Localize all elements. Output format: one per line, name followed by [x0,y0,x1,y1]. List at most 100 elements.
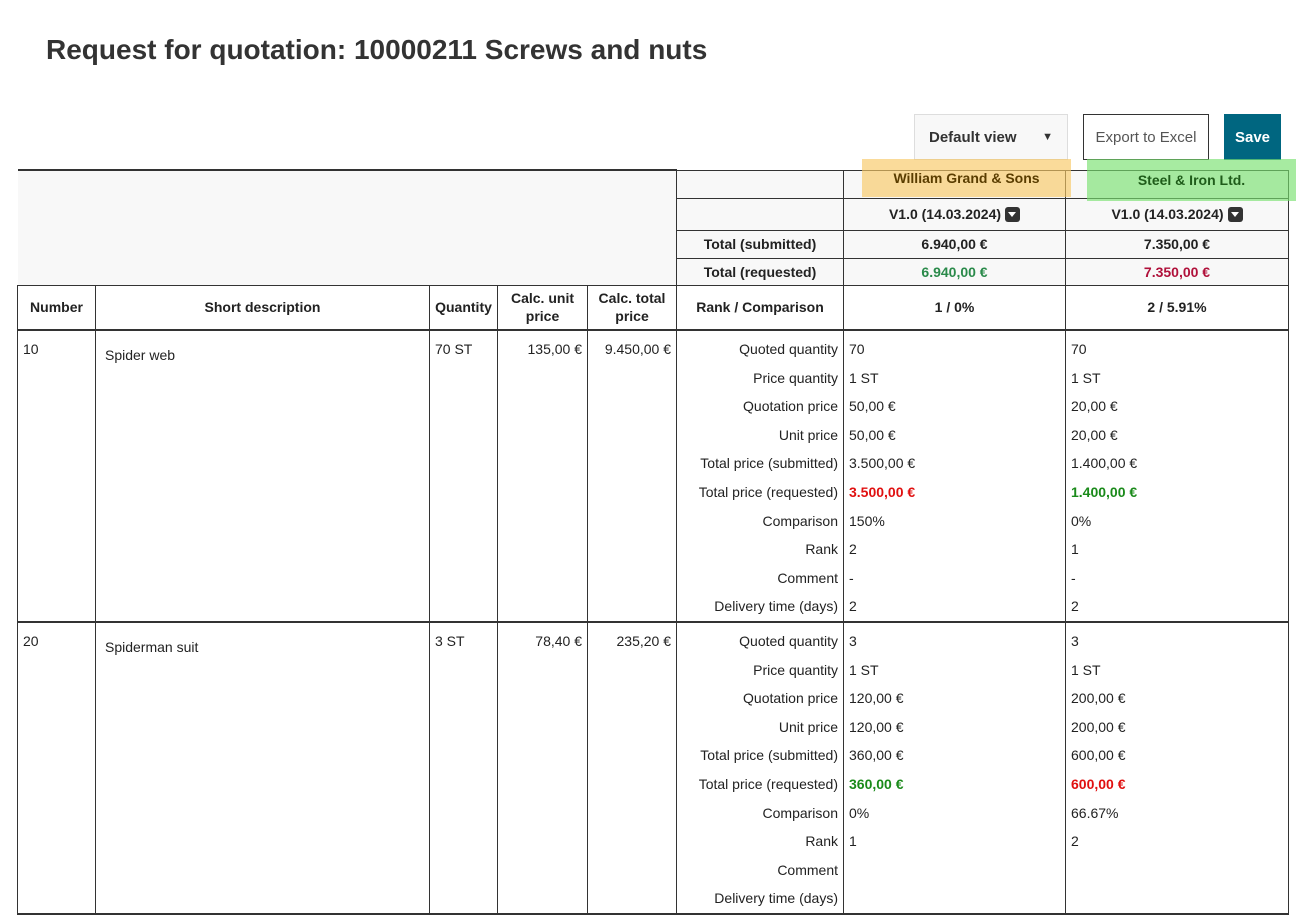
detail-label-value: Total price (submitted) [700,747,838,764]
detail-label-value: Quoted quantity [739,341,838,357]
s1-value: 1 ST [849,369,879,386]
item-total-price: 235,20 € [587,621,677,915]
total-requested: 7.350,00 € [1065,257,1289,286]
detail-label-value: Delivery time (days) [714,890,838,907]
page-title: Request for quotation: 10000211 Screws a… [46,34,708,65]
s2-value: 3 [1071,632,1079,649]
s2-value: 1 [1071,541,1079,558]
item-unit-price: 78,40 € [497,621,588,915]
s2-cell: 70 1 ST 20,00 € 20,00 € 1.400,00 € 1.400,00 €… [1065,329,1289,623]
version-1: V1.0 (14.03.2024) [888,205,1002,222]
col-quantity: Quantity [429,284,498,331]
s2-value [1071,856,1283,885]
detail-label-value: Delivery time (days) [714,598,838,615]
s2-value: 2 [1071,598,1079,615]
s2-value: 66.67% [1071,804,1119,821]
total-requested-label: Total (requested) [676,257,844,286]
export-excel-button[interactable]: Export to Excel [1083,114,1209,160]
item-description: Spiderman suit [95,621,430,915]
s1-value: 0% [849,804,870,821]
detail-label-cell: Quoted quantity Price quantity Quotation p… [676,329,844,623]
detail-label-cell: Quoted quantity Price quantity Quotation p… [676,621,844,915]
s1-value: 3.500,00 € [849,455,916,472]
table-row: 10 Spider web 70 ST 135,00 €9.450,00 € Quote… [17,329,1289,623]
detail-label-value: Comparison [762,804,838,821]
detail-label-value: Quotation price [743,690,838,707]
detail-label-value: Price quantity [753,661,838,678]
detail-label-value: Quoted quantity [739,632,838,649]
comparison-table: V1.0 (14.03.2024) V1.0 (14.03.2024) Tota… [17,169,1289,915]
s1-value: 1 ST [849,661,879,678]
s2-value: 1.400,00 € [1071,455,1138,472]
s1-value: 150% [849,512,885,529]
s1-value: 360,00 € [849,747,904,764]
detail-label-value: Rank [805,833,838,850]
item-number: 10 [17,329,96,623]
item-quantity: 70 ST [429,329,498,623]
total-submitted-label: Total (submitted) [676,229,844,259]
s1-value: 2 [849,541,857,558]
detail-label-value: Comment [777,569,838,586]
s2-value: 600,00 € [1071,747,1126,764]
s1-value: 2 [849,598,857,615]
supplier-name-1: William Grand & Sons [862,159,1071,197]
col-number: Number [17,284,96,331]
s1-value: 3.500,00 € [849,483,916,500]
detail-label-value: Total price (requested) [698,483,838,500]
total-submitted: 6.940,00 € [843,229,1066,259]
s1-value: 70 [849,341,865,357]
s1-value [849,856,1060,885]
s2-value: 0% [1071,512,1092,529]
s1-value: 120,00 € [849,718,904,735]
detail-label-value: Unit price [778,426,838,443]
s2-value: 20,00 € [1071,426,1118,443]
item-description: Spider web [95,329,430,623]
s1-value: 120,00 € [849,690,904,707]
detail-label-value: Comparison [762,512,838,529]
item-number: 20 [17,621,96,915]
version-2: V1.0 (14.03.2024) [1111,205,1224,222]
detail-label-value: Unit price [778,718,838,735]
col-total-price: Calc. total price [587,284,677,331]
save-button[interactable]: Save [1224,114,1281,160]
version-dropdown-icon[interactable] [1005,207,1021,223]
detail-label-value: Total price (requested) [698,775,838,792]
total-submitted: 7.350,00 € [1065,229,1289,259]
s2-value: 200,00 € [1071,690,1126,707]
version-dropdown-icon[interactable] [1227,207,1243,223]
s1-value: 360,00 € [849,775,904,792]
s2-value: 20,00 € [1071,398,1118,415]
rank-1: 1 / 0% [843,284,1066,331]
rank-2: 2 / 5.91% [1065,284,1289,331]
s1-value [849,884,1060,913]
s2-value: 1.400,00 € [1071,483,1138,500]
s2-value: - [1071,569,1076,586]
s1-value: 50,00 € [849,426,896,443]
view-select[interactable]: Default view ▼ [914,114,1068,160]
s1-value: - [849,569,854,586]
detail-label-value: Rank [805,541,838,558]
item-quantity: 3 ST [429,621,498,915]
s1-cell: 70 1 ST 50,00 € 50,00 € 3.500,00 € 3.500,00 €… [843,329,1066,623]
col-rank: Rank / Comparison [676,284,844,331]
s2-value: 200,00 € [1071,718,1126,735]
table-row: 20 Spiderman suit 3 ST 78,40 €235,20 € Quote… [17,621,1289,915]
col-unit-price: Calc. unit price [497,284,588,331]
col-description: Short description [95,284,430,331]
s1-value: 3 [849,632,857,649]
item-unit-price: 135,00 € [497,329,588,623]
chevron-down-icon: ▼ [1042,131,1053,143]
detail-label-value: Total price (submitted) [700,455,838,472]
view-select-label: Default view [929,128,1017,146]
item-total-price: 9.450,00 € [587,329,677,623]
detail-label-value: Quotation price [743,398,838,415]
supplier-name-2: Steel & Iron Ltd. [1087,159,1296,201]
s2-value: 1 ST [1071,369,1101,386]
detail-label-value: Comment [777,861,838,878]
s2-cell: 3 1 ST 200,00 € 200,00 € 600,00 € 600,00 € 66.… [1065,621,1289,915]
total-requested: 6.940,00 € [843,257,1066,286]
detail-label-value: Price quantity [753,369,838,386]
s1-value: 50,00 € [849,398,896,415]
s1-cell: 3 1 ST 120,00 € 120,00 € 360,00 € 360,00 € 0% 1 [843,621,1066,915]
s1-value: 1 [849,833,857,850]
